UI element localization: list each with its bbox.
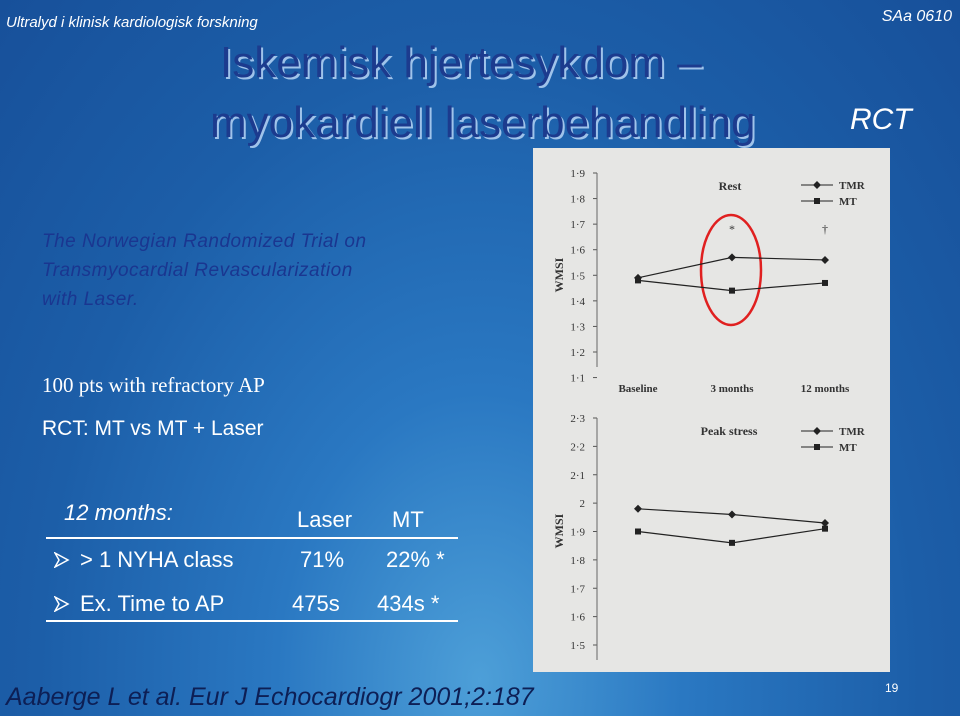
legend-marker <box>813 427 821 435</box>
table-cell: 71% <box>300 547 345 572</box>
table-rule <box>46 537 458 539</box>
marker <box>634 504 642 513</box>
legend-label: TMR <box>839 180 866 192</box>
figure-background <box>533 148 890 672</box>
marker <box>635 528 641 535</box>
y-tick-label: 1·5 <box>570 270 585 282</box>
y-tick-label: 1·9 <box>570 168 585 180</box>
chart-title: Peak stress <box>701 424 758 438</box>
marker <box>821 255 829 264</box>
y-tick-label: 1·9 <box>570 527 585 539</box>
header-left: Ultralyd i klinisk kardiologisk forsknin… <box>6 14 258 31</box>
y-tick-label: 1·6 <box>570 245 585 257</box>
x-tick-label: 3 months <box>710 383 754 395</box>
table-rule <box>46 620 458 622</box>
table-cell: 22% * <box>386 547 445 572</box>
y-tick-label: 1·5 <box>570 640 585 652</box>
y-tick-label: 1·1 <box>570 373 585 385</box>
bullet: 100 pts with refractory AP <box>42 373 265 397</box>
bullet-arrow <box>54 596 70 612</box>
y-tick-label: 1·3 <box>570 321 585 333</box>
y-tick-label: 2·3 <box>570 413 585 425</box>
marker <box>729 539 735 546</box>
legend-label: MT <box>839 442 857 454</box>
x-tick-label: 12 months <box>801 383 850 395</box>
table-cell: 434s * <box>377 591 440 616</box>
trial-text: The Norwegian Randomized Trial on <box>42 231 367 252</box>
legend-label: MT <box>839 196 857 208</box>
marker <box>822 525 828 532</box>
marker <box>729 287 735 294</box>
marker <box>635 277 641 284</box>
table-header: 12 months: <box>64 500 173 525</box>
figure: 1·2 1·3 1·4 1·5 1·6 1·7 1·8 1·9 1·1 WMSI Rest Basel… <box>533 148 890 672</box>
marker <box>728 253 736 262</box>
y-tick-label: 1·7 <box>570 219 585 231</box>
header-right: SAa 0610 <box>881 8 952 25</box>
bullet-arrow <box>54 552 70 568</box>
y-tick-label: 2·1 <box>570 470 585 482</box>
title-line: myokardiell laserbehandling <box>210 98 756 147</box>
y-axis-label: WMSI <box>552 257 566 292</box>
y-tick-label: 2·2 <box>570 441 585 453</box>
marker <box>821 518 829 527</box>
legend-marker <box>814 198 820 204</box>
title-tag: RCT <box>850 103 912 136</box>
legend-marker <box>814 444 820 450</box>
y-tick-label: 1·8 <box>570 555 585 567</box>
trial-text: with Laser. <box>42 289 139 310</box>
table-header: MT <box>392 507 424 532</box>
y-tick-label: 1·2 <box>570 347 585 359</box>
citation: Aaberge L et al. Eur J Echocardiogr 2001… <box>6 683 534 711</box>
legend-marker <box>813 181 821 189</box>
table-cell: > 1 NYHA class <box>80 547 234 572</box>
y-tick-label: 1·4 <box>570 296 585 308</box>
title-line: Iskemisk hjertesykdom – <box>220 38 702 87</box>
annotation: † <box>822 222 828 236</box>
marker <box>822 279 828 286</box>
bullet: RCT: MT vs MT + Laser <box>42 417 264 440</box>
page-number: 19 <box>885 681 899 695</box>
table-cell: Ex. Time to AP <box>80 591 225 616</box>
legend-label: TMR <box>839 426 866 438</box>
highlight-ellipse <box>699 213 763 327</box>
annotation: * <box>729 222 735 236</box>
y-tick-label: 1·6 <box>570 612 585 624</box>
table-header: Laser <box>297 507 353 532</box>
table-cell: 475s <box>292 591 340 616</box>
x-tick-label: Baseline <box>618 383 657 395</box>
y-tick-label: 2 <box>580 498 586 510</box>
y-tick-label: 1·8 <box>570 194 585 206</box>
chart-title: Rest <box>719 179 742 193</box>
y-tick-label: 1·7 <box>570 583 585 595</box>
y-axis-label: WMSI <box>552 513 566 548</box>
trial-text: Transmyocardial Revascularization <box>42 260 353 281</box>
